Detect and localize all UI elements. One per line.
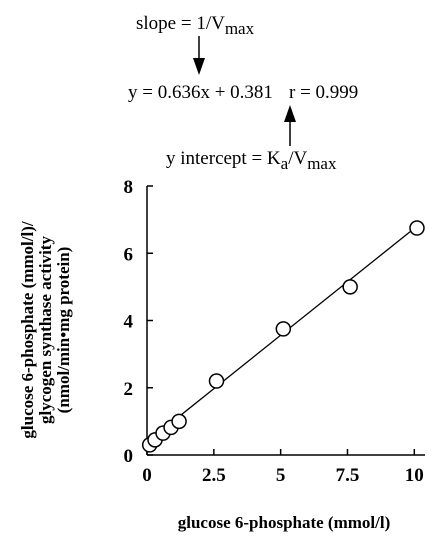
- slope-label-main: slope = 1/V: [136, 13, 225, 34]
- slope-label: slope = 1/Vmax: [136, 13, 255, 38]
- y-tick-label: 0: [124, 446, 134, 467]
- equation-text: y = 0.636x + 0.381: [128, 82, 273, 103]
- intercept-label-mid: /V: [288, 148, 307, 169]
- y-axis-label-line-3: (nmol/min•mg protein): [54, 247, 73, 414]
- r-value-text: r = 0.999: [289, 82, 358, 103]
- y-tick-label: 2: [124, 379, 134, 400]
- y-axis-label-line-2: glycogen synthase activity: [36, 236, 55, 424]
- data-point: [171, 413, 187, 430]
- intercept-label-sub-a: a: [281, 154, 289, 173]
- y-axis-label-line-1: glucose 6-phosphate (mmol/l)/: [18, 221, 37, 439]
- y-tick-label: 4: [124, 312, 134, 333]
- x-tick-label: 2.5: [202, 465, 226, 486]
- axes: 0 2 4 6 8 0 2.5 5 7.5 10: [124, 177, 425, 486]
- x-tick-label: 0: [142, 465, 152, 486]
- intercept-label-main: y intercept = K: [166, 148, 281, 169]
- data-points: [141, 220, 425, 453]
- x-tick-label: 5: [276, 465, 286, 486]
- x-tick-label: 10: [405, 465, 424, 486]
- intercept-arrow-head: [284, 105, 296, 122]
- data-point: [275, 321, 292, 337]
- x-axis-label: glucose 6-phosphate (mmol/l): [178, 513, 391, 532]
- data-point: [409, 220, 425, 236]
- intercept-label: y intercept = Ka/Vmax: [166, 148, 337, 173]
- y-tick-label: 8: [124, 177, 134, 198]
- x-tick-label: 7.5: [336, 465, 360, 486]
- data-point: [208, 373, 225, 389]
- y-tick-label: 6: [124, 244, 134, 265]
- y-axis-label: glucose 6-phosphate (mmol/l)/ glycogen s…: [18, 221, 73, 439]
- slope-arrow-head: [193, 58, 205, 75]
- slope-label-sub: max: [225, 19, 255, 38]
- intercept-label-sub-max: max: [307, 154, 337, 173]
- data-point: [342, 279, 358, 295]
